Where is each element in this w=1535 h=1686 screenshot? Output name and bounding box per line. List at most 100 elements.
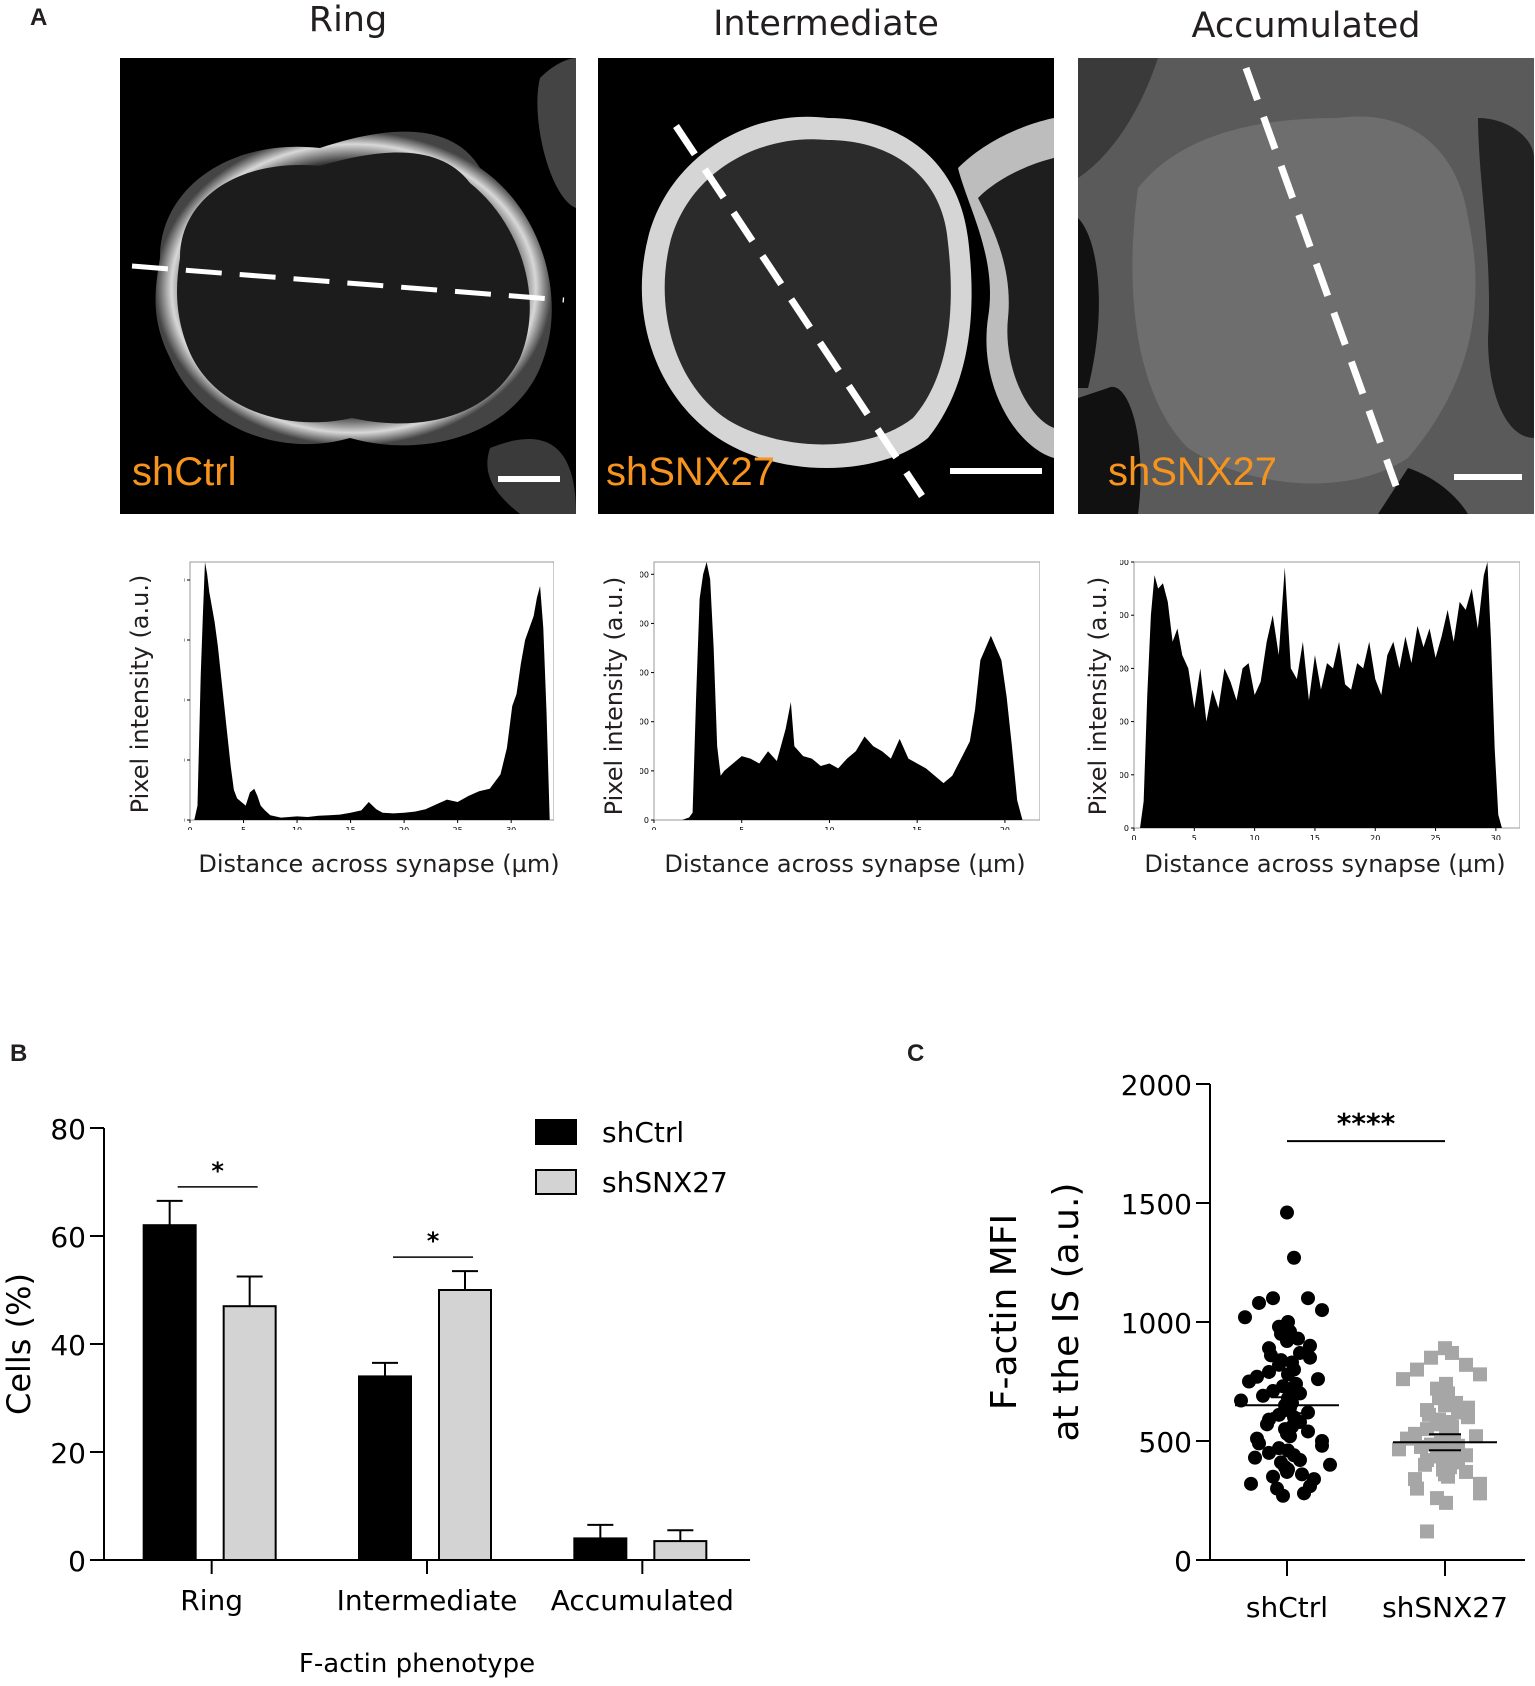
y-tick-label: 60 bbox=[50, 1221, 86, 1254]
data-point-shCtrl bbox=[1252, 1436, 1266, 1451]
data-point-shSNX27 bbox=[1420, 1524, 1434, 1539]
data-point-shSNX27 bbox=[1473, 1486, 1487, 1501]
x-tick-label-1: 25 bbox=[453, 826, 463, 830]
data-point-shCtrl bbox=[1297, 1486, 1311, 1501]
scale-bar-2 bbox=[950, 468, 1042, 474]
x-tick-label-2: 10 bbox=[824, 826, 834, 830]
y-tick-label-3: 0 bbox=[1124, 824, 1129, 833]
data-point-shSNX27 bbox=[1392, 1442, 1406, 1457]
cell-image-accumulated bbox=[1078, 58, 1534, 514]
data-point-shCtrl bbox=[1262, 1445, 1276, 1460]
data-point-shCtrl bbox=[1323, 1457, 1337, 1472]
panel-label-a: A bbox=[30, 4, 48, 31]
legend-swatch-shSNX27 bbox=[535, 1169, 577, 1195]
panel-label-b: B bbox=[10, 1040, 28, 1067]
x-tick-label-1: 0 bbox=[187, 826, 192, 830]
profile-plot-accumulated: 0 5 10 15 20 25 30 0 200 400 600 800 1000 bbox=[1109, 558, 1521, 843]
data-point-shSNX27 bbox=[1469, 1429, 1483, 1444]
x-tick-label: shSNX27 bbox=[1382, 1591, 1508, 1624]
y-tick-label-2: 0 bbox=[644, 816, 649, 825]
data-point-shCtrl bbox=[1311, 1372, 1325, 1387]
scale-bar-3 bbox=[1454, 474, 1522, 480]
condition-label-3: shSNX27 bbox=[1108, 450, 1277, 494]
y-tick-label-2: 800 bbox=[640, 619, 649, 628]
bar-shSNX27-Accumulated bbox=[653, 1540, 708, 1562]
x-tick-label-3: 5 bbox=[1192, 834, 1197, 840]
x-tick-label-1: 20 bbox=[399, 826, 409, 830]
data-point-shCtrl bbox=[1281, 1367, 1295, 1382]
data-point-shSNX27 bbox=[1473, 1367, 1487, 1382]
y-tick-label: 500 bbox=[1139, 1426, 1192, 1459]
data-point-shSNX27 bbox=[1459, 1357, 1473, 1372]
micrograph-ring: shCtrl bbox=[120, 58, 576, 514]
data-point-shSNX27 bbox=[1418, 1457, 1432, 1472]
scale-bar-1 bbox=[498, 476, 560, 482]
x-tick-label-2: 0 bbox=[651, 826, 656, 830]
x-tick-label-3: 20 bbox=[1370, 834, 1380, 840]
y-tick-label-2: 200 bbox=[640, 767, 649, 776]
significance-marker: * bbox=[427, 1227, 440, 1255]
y-tick-label: 1500 bbox=[1121, 1188, 1192, 1221]
data-point-shCtrl bbox=[1244, 1476, 1258, 1491]
data-point-shSNX27 bbox=[1414, 1439, 1428, 1454]
data-point-shSNX27 bbox=[1420, 1422, 1434, 1437]
x-axis-label: F-actin phenotype bbox=[299, 1649, 535, 1679]
condition-label-1: shCtrl bbox=[132, 450, 237, 494]
y-tick-label-3: 600 bbox=[1120, 664, 1129, 673]
data-point-shCtrl bbox=[1256, 1388, 1270, 1403]
data-point-shCtrl bbox=[1291, 1331, 1305, 1346]
data-point-shSNX27 bbox=[1438, 1398, 1452, 1413]
x-tick-label-3: 15 bbox=[1310, 834, 1320, 840]
y-tick-label: 80 bbox=[50, 1113, 86, 1146]
data-point-shCtrl bbox=[1242, 1374, 1256, 1389]
data-point-shSNX27 bbox=[1424, 1350, 1438, 1365]
data-point-shSNX27 bbox=[1459, 1464, 1473, 1479]
y-axis-label-line-1: F-actin MFI bbox=[984, 1214, 1025, 1410]
data-point-shCtrl bbox=[1295, 1467, 1309, 1482]
cell-image-intermediate bbox=[641, 116, 1054, 498]
y-tick-label: 20 bbox=[50, 1437, 86, 1470]
y-tick-label-1: 500 bbox=[184, 756, 185, 765]
data-point-shCtrl bbox=[1276, 1488, 1290, 1503]
data-point-shCtrl bbox=[1262, 1364, 1276, 1379]
y-tick-label-1: 1000 bbox=[184, 696, 185, 705]
significance-marker: * bbox=[211, 1157, 224, 1185]
data-point-shCtrl bbox=[1260, 1417, 1274, 1432]
x-tick-label: shCtrl bbox=[1246, 1591, 1328, 1624]
data-point-shCtrl bbox=[1303, 1338, 1317, 1353]
x-tick-label-3: 0 bbox=[1131, 834, 1136, 840]
y-tick-label-2: 400 bbox=[640, 718, 649, 727]
y-tick-label-3: 400 bbox=[1120, 718, 1129, 727]
significance-marker: **** bbox=[1337, 1107, 1396, 1140]
micrograph-accumulated: shSNX27 bbox=[1078, 58, 1534, 514]
data-point-shSNX27 bbox=[1461, 1410, 1475, 1425]
y-tick-label: 2000 bbox=[1121, 1069, 1192, 1102]
y-tick-label-3: 1000 bbox=[1120, 560, 1129, 567]
image-title-accumulated: Accumulated bbox=[1191, 6, 1421, 46]
data-point-shCtrl bbox=[1301, 1291, 1315, 1306]
data-point-shSNX27 bbox=[1396, 1372, 1410, 1387]
y-axis-label: Cells (%) bbox=[0, 1273, 38, 1415]
image-title-ring: Ring bbox=[308, 0, 388, 40]
x-tick-label-2: 15 bbox=[912, 826, 922, 830]
data-point-shCtrl bbox=[1252, 1295, 1266, 1310]
profile-plot-ring: 0 5 10 15 20 25 30 0 500 1000 1500 2000 bbox=[165, 560, 555, 835]
x-tick-label-1: 15 bbox=[345, 826, 355, 830]
data-point-shCtrl bbox=[1315, 1303, 1329, 1318]
x-tick-label: Accumulated bbox=[551, 1584, 734, 1617]
profile-ylabel-2: Pixel intensity (a.u.) bbox=[600, 576, 628, 816]
y-tick-label-2: 600 bbox=[640, 669, 649, 678]
profile-xlabel-1: Distance across synapse (µm) bbox=[198, 850, 560, 878]
y-tick-label-3: 800 bbox=[1120, 611, 1129, 620]
legend-swatch-shCtrl bbox=[535, 1119, 577, 1145]
x-tick-label-3: 30 bbox=[1491, 834, 1501, 840]
data-point-shCtrl bbox=[1303, 1350, 1317, 1365]
profile-xlabel-2: Distance across synapse (µm) bbox=[664, 850, 1026, 878]
x-tick-label-2: 5 bbox=[739, 826, 744, 830]
intensity-profile-area-3 bbox=[1140, 562, 1508, 828]
y-tick-label: 0 bbox=[1174, 1545, 1192, 1578]
x-tick-label-1: 30 bbox=[506, 826, 516, 830]
data-point-shCtrl bbox=[1301, 1405, 1315, 1420]
y-tick-label: 1000 bbox=[1121, 1307, 1192, 1340]
data-point-shCtrl bbox=[1293, 1453, 1307, 1468]
